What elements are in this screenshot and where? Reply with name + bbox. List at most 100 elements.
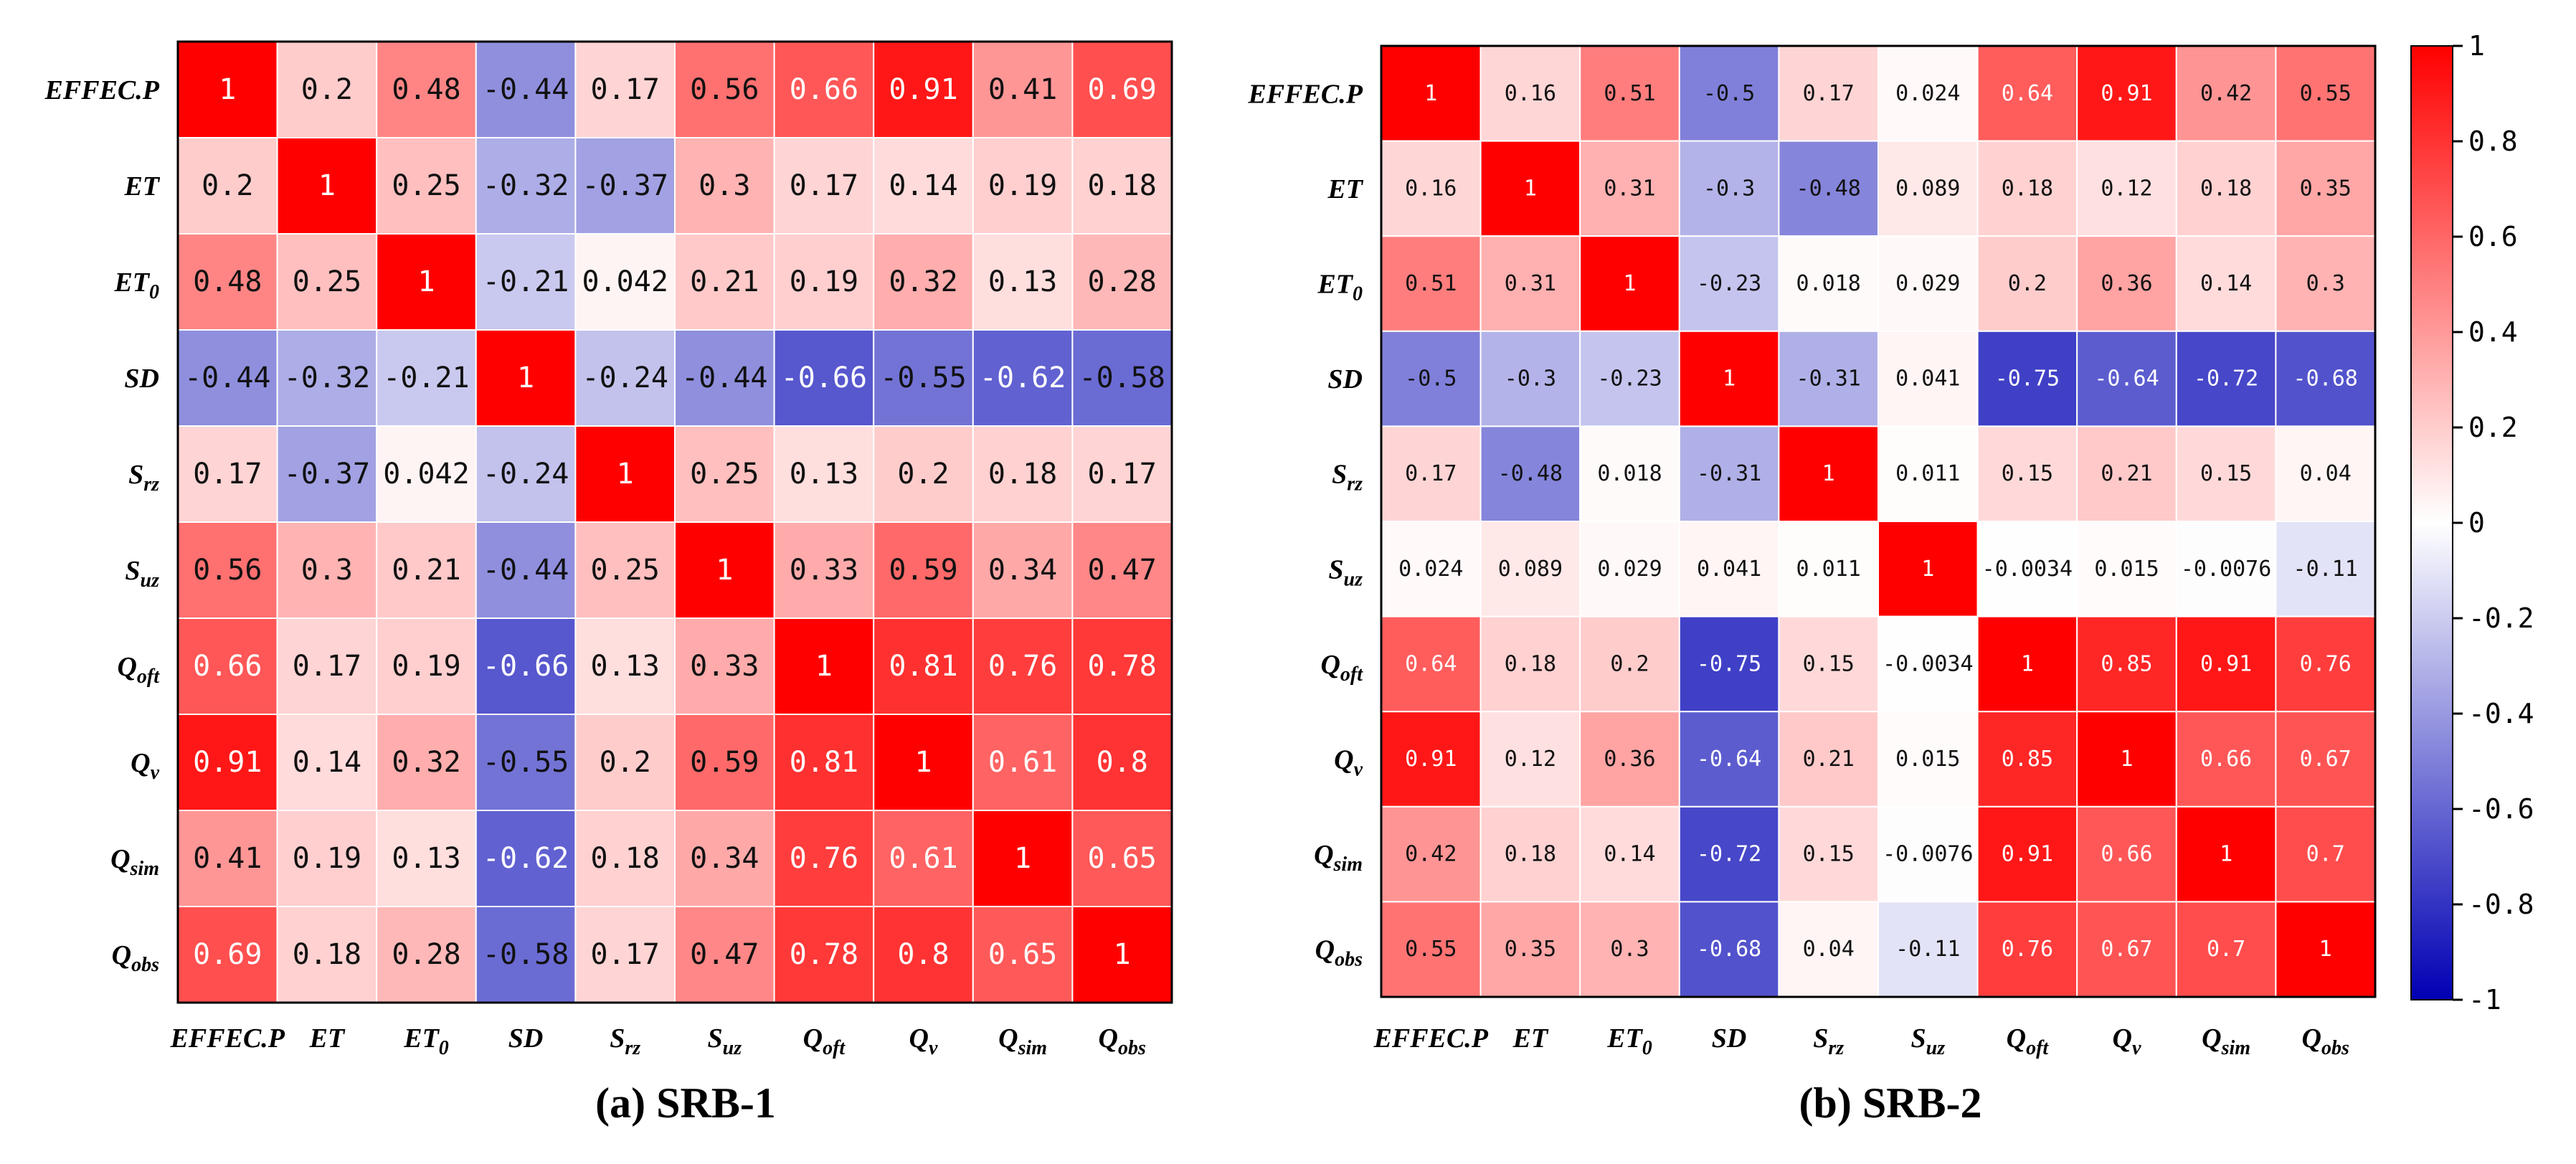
caption-srb2: (b) SRB-2	[1799, 1079, 1981, 1127]
colorbar-tick-label: -0.6	[2468, 793, 2534, 825]
heatmap-cell	[2175, 425, 2277, 523]
cell-value-label: 1	[1822, 461, 1835, 486]
heatmap-cell	[873, 618, 974, 715]
cell-value-label: 1	[1524, 176, 1537, 201]
row-label: Qoft	[117, 652, 160, 688]
heatmap-cell	[475, 137, 577, 235]
cell-value-label: 1	[2021, 651, 2034, 676]
cell-value-label: 1	[517, 361, 534, 394]
heatmap-frame	[1380, 44, 2377, 998]
heatmap-cell	[972, 810, 1074, 907]
cell-value-label: 1	[1114, 938, 1131, 971]
heatmap-cell	[972, 233, 1074, 331]
cell-value-label: 0.19	[988, 169, 1057, 202]
cell-value-label: 0.81	[889, 650, 957, 683]
cell-value-label: 0.13	[790, 458, 858, 491]
heatmap-cell	[674, 329, 775, 427]
heatmap-cell	[1678, 235, 1780, 332]
cell-value-label: 0.55	[1405, 937, 1457, 962]
heatmap-cell	[2275, 235, 2376, 332]
cell-value-label: 1	[318, 169, 336, 202]
cell-value-label: 0.34	[690, 842, 759, 875]
heatmap-cell	[475, 521, 577, 619]
heatmap-cell	[1976, 140, 2078, 237]
cell-value-label: -0.23	[1597, 366, 1662, 392]
heatmap-cell	[475, 41, 577, 138]
cell-value-label: 0.34	[988, 554, 1057, 587]
cell-value-label: 0.51	[1405, 271, 1457, 296]
cell-value-label: 0.69	[1088, 73, 1157, 106]
cell-value-label: 0.3	[699, 169, 750, 202]
cell-value-label: 0.13	[392, 842, 460, 875]
cell-value-label: 0.17	[1405, 461, 1457, 486]
cell-value-label: -0.68	[2293, 366, 2358, 392]
heatmap-cell	[1778, 711, 1879, 808]
row-label: SD	[1327, 364, 1363, 394]
cell-value-label: 0.19	[392, 650, 460, 683]
cell-value-label: 0.48	[392, 73, 460, 106]
heatmap-cell	[2175, 901, 2277, 998]
cell-value-label: 0.15	[1803, 651, 1855, 676]
cell-value-label: 0.15	[2002, 461, 2053, 486]
caption-srb1: (a) SRB-1	[595, 1079, 776, 1127]
colorbar-tick-label: -0.4	[2468, 698, 2534, 729]
cell-value-label: 0.66	[790, 73, 858, 106]
heatmap-cell	[1579, 425, 1680, 523]
heatmap-cell	[674, 521, 775, 619]
heatmap-cell	[773, 906, 875, 1003]
row-label: ET0	[113, 268, 159, 303]
cell-value-label: 0.25	[591, 554, 660, 587]
cell-value-label: 0.17	[1803, 81, 1855, 106]
cell-value-label: 0.21	[690, 265, 759, 298]
cell-value-label: 0.66	[2200, 747, 2252, 772]
heatmap-cell	[574, 906, 676, 1003]
cell-value-label: -0.3	[1505, 366, 1556, 392]
cell-value-label: 0.18	[1088, 169, 1157, 202]
cell-value-label: 0.17	[1088, 458, 1157, 491]
cell-value-label: -0.0034	[1883, 651, 1973, 676]
cell-value-label: 0.76	[988, 650, 1057, 683]
cell-value-label: 0.59	[690, 746, 759, 779]
heatmap-cell	[2275, 140, 2376, 237]
heatmap-cell	[276, 810, 378, 907]
heatmap-cell	[674, 618, 775, 715]
heatmap-cell	[674, 425, 775, 523]
heatmap-cell	[1381, 615, 1482, 713]
heatmap-cell	[2175, 615, 2277, 713]
cell-value-label: 0.56	[690, 73, 759, 106]
heatmap-cell	[1976, 235, 2078, 332]
cell-value-label: -0.75	[1995, 366, 2060, 392]
heatmap-cell	[2076, 711, 2177, 808]
cell-value-label: 0.31	[1505, 271, 1556, 296]
colorbar-tick-label: -0.2	[2468, 602, 2534, 634]
colorbar: 1 0.8 0.6 0.4 0.2 0 -0.2 -0.4 -0.6 -0.8 -1	[2410, 30, 2534, 1016]
row-label: Srz	[128, 460, 159, 496]
heatmap-cell	[1976, 615, 2078, 713]
cell-value-label: 0.67	[2101, 937, 2152, 962]
cell-value-label: -0.11	[2293, 557, 2358, 582]
cell-value-label: 0.91	[1405, 747, 1457, 772]
heatmap-cell	[1678, 615, 1780, 713]
cell-value-label: 0.13	[591, 650, 660, 683]
heatmap-cell	[2175, 235, 2277, 332]
cell-value-label: 0.32	[889, 265, 957, 298]
cell-value-label: -0.24	[483, 458, 569, 491]
row-label: ET	[1327, 174, 1363, 204]
cell-value-label: 0.18	[2002, 176, 2053, 201]
heatmap-cell	[1678, 901, 1780, 998]
cell-value-label: -0.62	[483, 842, 569, 875]
heatmap-cell	[376, 714, 477, 811]
cell-value-label: 0.14	[1604, 842, 1655, 867]
cell-value-label: -0.48	[1796, 176, 1861, 201]
column-label: Qv	[909, 1023, 938, 1059]
cell-value-label: -0.31	[1796, 366, 1861, 392]
heatmap-cell	[2076, 140, 2177, 237]
cell-value-label: 0.19	[790, 265, 858, 298]
colorbar-tick-label: 0	[2468, 507, 2485, 539]
cell-value-label: 0.65	[1088, 842, 1157, 875]
heatmap-cell	[574, 425, 676, 523]
heatmap-cell	[1877, 140, 1979, 237]
cell-value-label: 0.018	[1597, 461, 1662, 486]
heatmap-cell	[674, 714, 775, 811]
